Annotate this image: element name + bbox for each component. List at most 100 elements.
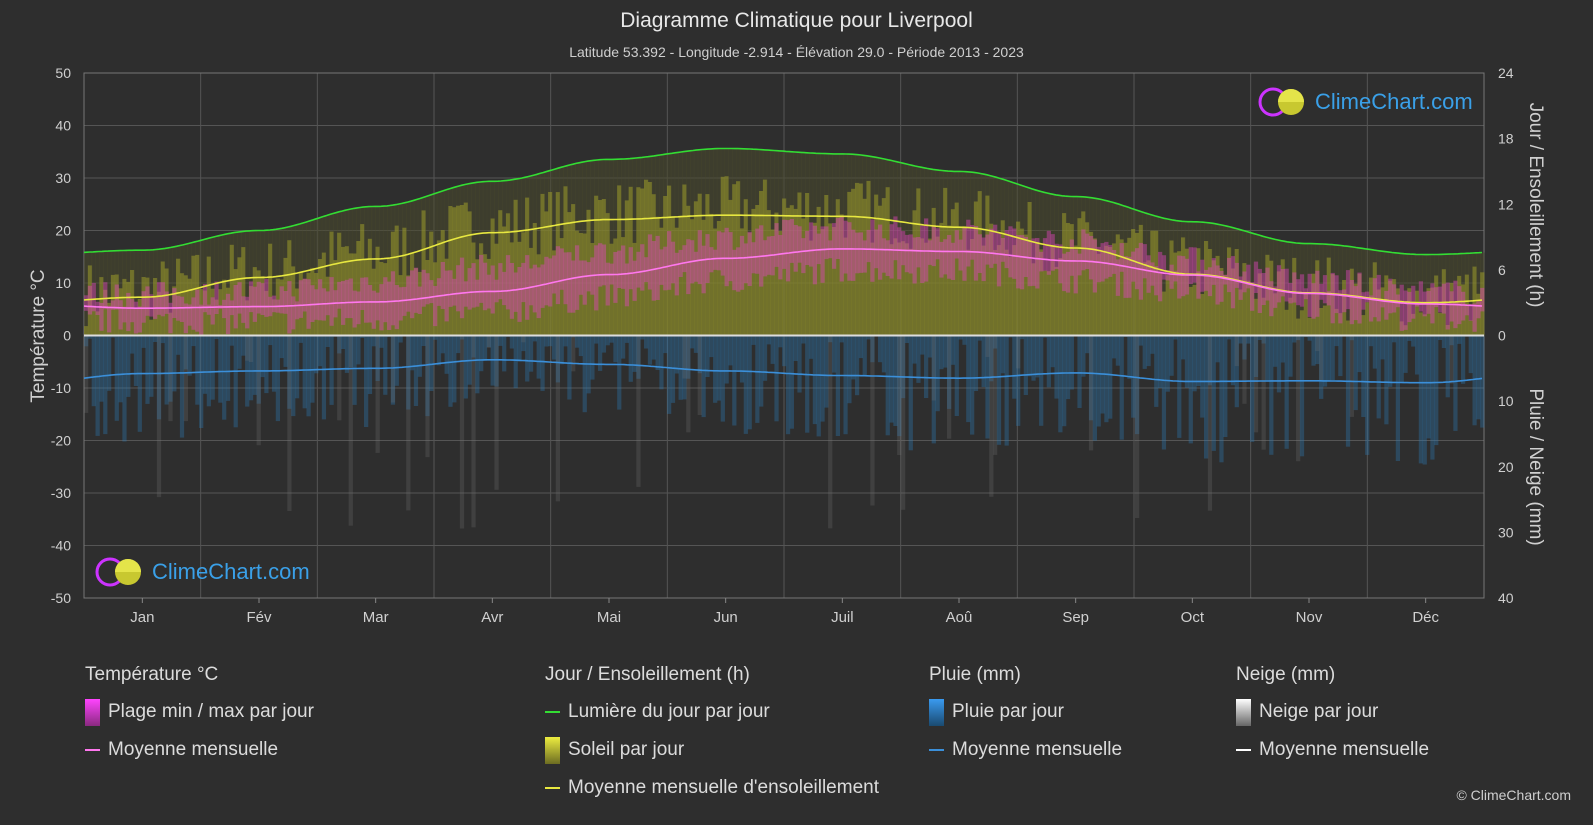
temperature-day-bar bbox=[444, 270, 449, 322]
temperature-day-bar bbox=[425, 273, 430, 305]
snow-day-bar bbox=[828, 335, 833, 529]
y-axis-title-left: Température °C bbox=[28, 269, 49, 402]
rain-day-bar bbox=[1211, 335, 1216, 451]
y-tick-label-left: -10 bbox=[51, 380, 71, 396]
sunshine-day-bar bbox=[294, 288, 300, 336]
snow-day-bar bbox=[406, 335, 411, 511]
rain-day-bar bbox=[1077, 335, 1082, 408]
rain-day-bar bbox=[191, 335, 196, 347]
rain-day-bar bbox=[551, 335, 557, 360]
sunshine-day-bar bbox=[237, 257, 242, 336]
temperature-day-bar bbox=[831, 223, 837, 269]
temperature-day-bar bbox=[1065, 251, 1071, 293]
sunshine-day-bar bbox=[831, 227, 837, 336]
sunshine-day-bar bbox=[544, 211, 549, 336]
rain-day-bar bbox=[1111, 335, 1117, 359]
rain-day-bar bbox=[337, 335, 342, 354]
rain-day-bar bbox=[651, 335, 656, 360]
sunshine-day-bar bbox=[962, 226, 967, 336]
rain-day-bar bbox=[84, 335, 89, 347]
temperature-day-bar bbox=[762, 240, 768, 277]
temperature-day-bar bbox=[1077, 253, 1082, 276]
sunshine-day-bar bbox=[590, 243, 595, 336]
temperature-day-bar bbox=[1299, 274, 1305, 307]
sunshine-day-bar bbox=[1004, 249, 1009, 336]
temperature-day-bar bbox=[1050, 234, 1055, 271]
rain-day-bar bbox=[421, 335, 426, 346]
rain-day-bar bbox=[1146, 335, 1151, 367]
rain-day-bar bbox=[808, 335, 814, 359]
sunshine-day-bar bbox=[701, 219, 706, 336]
rain-day-bar bbox=[805, 335, 810, 433]
rain-day-bar bbox=[494, 335, 499, 387]
rain-day-bar bbox=[1284, 335, 1289, 449]
temperature-day-bar bbox=[91, 282, 96, 312]
snow-day-bar bbox=[1315, 335, 1320, 352]
rain-day-bar bbox=[540, 335, 545, 391]
rain-day-bar bbox=[153, 335, 158, 342]
temperature-day-bar bbox=[1460, 291, 1466, 321]
rain-day-bar bbox=[820, 335, 825, 422]
snow-day-bar bbox=[471, 335, 476, 528]
temperature-day-bar bbox=[1211, 258, 1216, 285]
temperature-day-bar bbox=[931, 225, 936, 267]
rain-day-bar bbox=[1361, 335, 1366, 417]
sunshine-day-bar bbox=[1307, 317, 1312, 336]
rain-day-bar bbox=[812, 335, 818, 425]
sunshine-day-bar bbox=[594, 195, 599, 336]
sunshine-day-bar bbox=[582, 233, 587, 336]
rain-day-bar bbox=[1161, 335, 1167, 450]
sunshine-day-bar bbox=[1134, 232, 1140, 336]
copyright[interactable]: © ClimeChart.com bbox=[1456, 787, 1571, 803]
sunshine-day-bar bbox=[578, 233, 584, 336]
daylight-day-bar bbox=[1411, 254, 1416, 336]
x-tick-label: Déc bbox=[1412, 609, 1439, 626]
brand-logo-bottom[interactable]: ClimeChart.com bbox=[94, 556, 310, 588]
sunshine-day-bar bbox=[1219, 268, 1224, 336]
temperature-day-bar bbox=[1039, 251, 1044, 272]
sunshine-day-bar bbox=[141, 277, 146, 336]
y-tick-label-right-bottom: 30 bbox=[1498, 524, 1514, 540]
sunshine-day-bar bbox=[1211, 260, 1216, 336]
temperature-day-bar bbox=[84, 295, 89, 311]
x-tick-label: Nov bbox=[1296, 609, 1323, 626]
rain-day-bar bbox=[1192, 335, 1197, 392]
rain-day-bar bbox=[348, 335, 353, 367]
temperature-day-bar bbox=[981, 237, 986, 282]
rain-day-bar bbox=[567, 335, 572, 400]
rain-day-bar bbox=[636, 335, 641, 379]
rain-day-bar bbox=[989, 335, 994, 382]
sunshine-day-bar bbox=[1460, 284, 1466, 336]
sunshine-day-bar bbox=[367, 238, 373, 336]
rain-day-bar bbox=[517, 335, 522, 362]
rain-day-bar bbox=[95, 335, 100, 436]
sunshine-day-bar bbox=[482, 254, 488, 336]
rain-day-bar bbox=[225, 335, 231, 401]
sunshine-day-bar bbox=[456, 205, 461, 336]
temperature-day-bar bbox=[1000, 238, 1005, 262]
daylight-day-bar bbox=[1319, 243, 1324, 336]
daylight-day-bar bbox=[325, 215, 330, 336]
rain-day-bar bbox=[1012, 335, 1017, 399]
legend-sun: Jour / Ensoleillement (h) Lumière du jou… bbox=[545, 664, 879, 814]
rain-day-bar bbox=[728, 335, 733, 366]
sunshine-day-bar bbox=[279, 279, 284, 336]
sunshine-day-bar bbox=[375, 246, 380, 336]
sunshine-day-bar bbox=[176, 258, 181, 336]
rain-day-bar bbox=[904, 335, 910, 343]
temperature-day-bar bbox=[1104, 241, 1109, 279]
daylight-day-bar bbox=[95, 251, 100, 336]
temperature-day-bar bbox=[1391, 284, 1397, 313]
rain-day-bar bbox=[1108, 335, 1113, 419]
temperature-day-bar bbox=[993, 224, 998, 264]
rain-day-bar bbox=[797, 335, 802, 393]
temperature-day-bar bbox=[900, 231, 906, 266]
snow-day-bar bbox=[1088, 335, 1094, 451]
rain-day-bar bbox=[317, 335, 323, 367]
temperature-day-bar bbox=[563, 252, 568, 305]
brand-logo-top[interactable]: ClimeChart.com bbox=[1257, 86, 1473, 118]
sunshine-day-bar bbox=[977, 191, 982, 336]
temperature-day-bar bbox=[651, 241, 656, 301]
daylight-swatch bbox=[545, 711, 560, 713]
sunshine-day-bar bbox=[1434, 275, 1439, 336]
